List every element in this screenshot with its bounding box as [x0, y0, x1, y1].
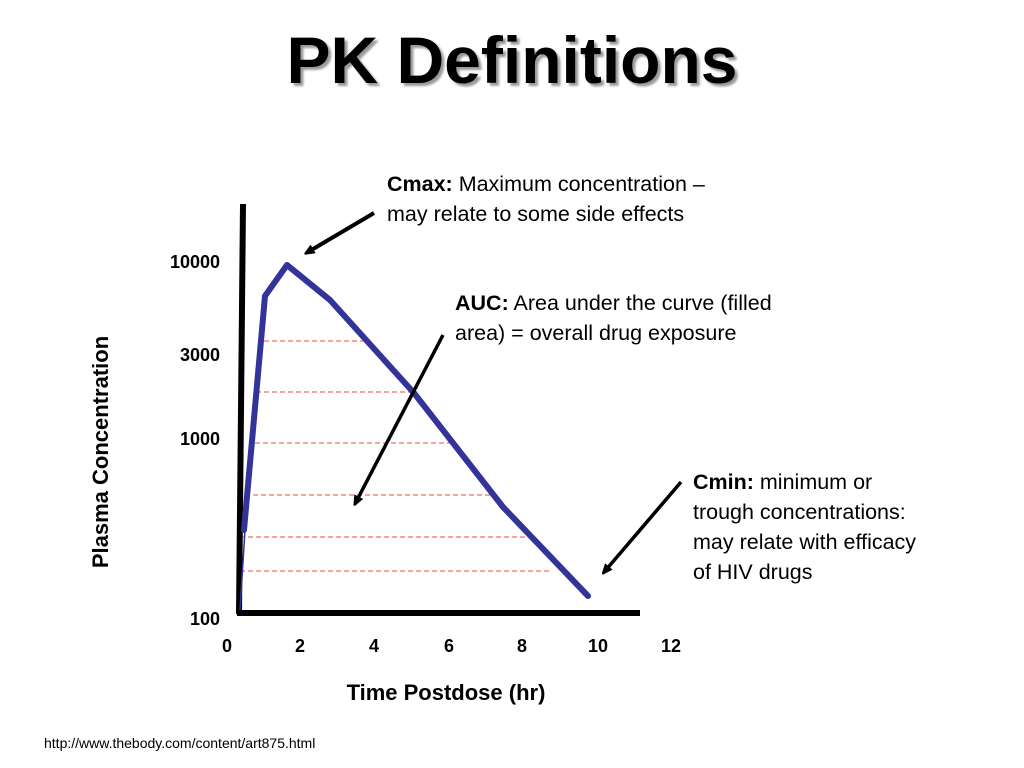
slide-title: PK Definitions	[286, 23, 738, 97]
y-tick-10000: 10000	[169, 252, 220, 272]
x-tick-10: 10	[587, 636, 609, 656]
x-tick-8: 8	[516, 636, 527, 656]
y-tick-100: 100	[189, 609, 220, 629]
cmin-term: Cmin:	[693, 470, 754, 494]
x-tick-0: 0	[221, 636, 232, 656]
cmax-line2: may relate to some side effects	[387, 202, 685, 226]
auc-line2: area) = overall drug exposure	[455, 321, 737, 345]
auc-annotation: AUC: Area under the curve (filled area) …	[455, 288, 772, 348]
auc-term: AUC:	[455, 291, 509, 315]
y-tick-1000: 1000	[179, 429, 220, 449]
x-tick-12: 12	[660, 636, 682, 656]
cmax-line1: Maximum concentration –	[452, 172, 705, 196]
cmax-annotation: Cmax: Maximum concentration – may relate…	[387, 169, 705, 229]
concentration-curve	[241, 262, 591, 599]
cmin-line1: minimum or	[753, 470, 873, 494]
y-tick-3000: 3000	[179, 345, 220, 365]
cmax-term: Cmax:	[387, 172, 453, 196]
auc-line1: Area under the curve (filled	[508, 291, 772, 315]
cmax-arrow	[308, 211, 376, 252]
x-axis-label: Time Postdose (hr)	[346, 680, 546, 705]
cmin-line4: of HIV drugs	[693, 560, 813, 584]
x-tick-4: 4	[368, 636, 379, 656]
cmin-line2: trough concentrations:	[693, 500, 906, 524]
cmin-arrow	[605, 480, 683, 571]
auc-hatch-lines	[240, 340, 552, 572]
y-axis	[236, 203, 246, 615]
cmin-annotation: Cmin: minimum or trough concentrations: …	[693, 467, 916, 587]
x-tick-2: 2	[294, 636, 305, 656]
cmin-line3: may relate with efficacy	[693, 530, 917, 554]
x-tick-6: 6	[443, 636, 454, 656]
source-url: http://www.thebody.com/content/art875.ht…	[44, 735, 316, 751]
y-axis-label: Plasma Concentration	[88, 335, 113, 569]
auc-arrow	[356, 334, 445, 502]
